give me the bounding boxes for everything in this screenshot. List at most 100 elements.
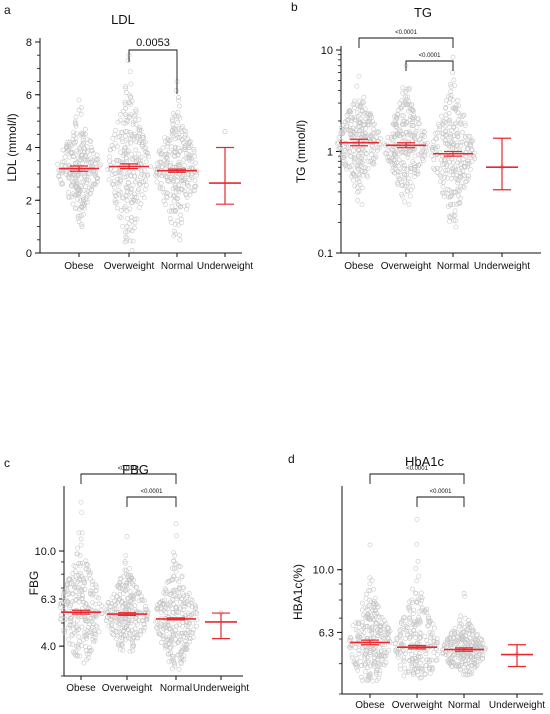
data-point bbox=[405, 175, 411, 181]
data-point bbox=[73, 121, 79, 127]
data-point bbox=[419, 597, 424, 603]
data-point bbox=[77, 553, 83, 558]
data-point bbox=[182, 203, 187, 209]
data-point bbox=[455, 178, 461, 184]
summary-obese bbox=[339, 138, 379, 147]
data-point bbox=[137, 157, 143, 163]
data-point bbox=[397, 662, 403, 668]
data-point bbox=[127, 189, 133, 195]
data-point bbox=[358, 663, 364, 669]
data-point bbox=[346, 638, 352, 643]
data-point bbox=[133, 584, 139, 590]
data-point bbox=[118, 215, 124, 221]
data-point bbox=[417, 660, 423, 666]
data-point bbox=[379, 615, 385, 620]
data-point bbox=[133, 179, 139, 185]
data-point bbox=[366, 673, 372, 678]
data-point bbox=[368, 617, 373, 623]
data-point bbox=[120, 629, 126, 634]
data-point bbox=[174, 178, 180, 184]
data-point bbox=[417, 595, 423, 600]
data-point bbox=[479, 637, 485, 643]
data-point bbox=[367, 588, 373, 593]
data-point bbox=[164, 579, 170, 585]
data-point bbox=[371, 601, 377, 607]
panel-letter: b bbox=[291, 0, 298, 14]
data-point bbox=[124, 228, 130, 234]
data-point bbox=[130, 238, 136, 244]
data-point bbox=[356, 172, 361, 178]
data-point bbox=[359, 600, 365, 606]
data-point bbox=[463, 637, 469, 642]
data-point bbox=[456, 156, 462, 162]
data-point bbox=[156, 150, 162, 156]
data-point bbox=[455, 98, 461, 103]
data-point bbox=[176, 579, 182, 585]
data-point bbox=[179, 220, 185, 226]
data-point bbox=[143, 152, 149, 158]
data-point bbox=[141, 598, 147, 603]
data-point bbox=[123, 90, 129, 95]
data-point bbox=[194, 611, 200, 616]
x-tick-label: Overweight bbox=[104, 261, 155, 272]
data-point bbox=[449, 655, 455, 661]
data-point bbox=[80, 138, 86, 144]
data-point bbox=[112, 171, 118, 177]
data-point bbox=[352, 156, 358, 162]
data-point bbox=[179, 596, 185, 602]
data-point bbox=[357, 634, 363, 640]
data-point bbox=[352, 159, 358, 165]
data-point bbox=[79, 224, 85, 230]
data-point bbox=[130, 122, 136, 128]
data-point bbox=[73, 121, 78, 126]
data-point bbox=[170, 653, 176, 659]
data-point bbox=[76, 530, 82, 536]
data-point bbox=[355, 189, 360, 195]
data-point bbox=[171, 233, 176, 239]
data-point bbox=[121, 590, 126, 596]
data-point bbox=[439, 190, 445, 196]
data-point bbox=[367, 111, 373, 116]
data-point bbox=[364, 648, 370, 654]
data-point bbox=[189, 597, 195, 603]
data-point bbox=[410, 670, 416, 676]
data-point bbox=[408, 169, 414, 175]
data-point bbox=[68, 600, 74, 606]
data-point bbox=[469, 654, 475, 660]
data-point bbox=[358, 659, 363, 665]
data-point bbox=[125, 627, 131, 632]
data-point bbox=[446, 100, 452, 105]
data-point bbox=[464, 672, 470, 678]
data-point bbox=[457, 623, 462, 629]
data-point bbox=[179, 657, 185, 663]
data-point bbox=[179, 574, 185, 580]
y-tick-label: 10.0 bbox=[35, 546, 56, 558]
y-tick-label: 8 bbox=[26, 37, 32, 49]
data-point bbox=[162, 174, 168, 179]
data-point bbox=[383, 631, 389, 636]
data-point bbox=[106, 177, 112, 183]
data-point bbox=[414, 598, 420, 604]
data-point bbox=[127, 576, 133, 582]
data-point bbox=[381, 141, 387, 146]
data-point bbox=[153, 619, 159, 625]
data-point bbox=[124, 235, 130, 241]
data-point bbox=[418, 133, 424, 139]
data-point bbox=[170, 632, 176, 638]
data-point bbox=[358, 167, 364, 173]
data-point bbox=[185, 627, 191, 633]
data-point bbox=[449, 145, 455, 151]
data-point bbox=[179, 655, 185, 660]
data-point bbox=[347, 108, 353, 113]
data-point bbox=[123, 151, 129, 157]
points-underweight bbox=[222, 129, 228, 135]
data-point bbox=[357, 155, 363, 161]
data-point bbox=[361, 110, 367, 116]
data-point bbox=[115, 633, 121, 639]
data-point bbox=[163, 643, 169, 649]
data-point bbox=[338, 154, 344, 160]
data-point bbox=[452, 628, 458, 634]
data-point bbox=[74, 625, 80, 631]
data-point bbox=[462, 135, 468, 141]
data-point bbox=[173, 195, 178, 201]
